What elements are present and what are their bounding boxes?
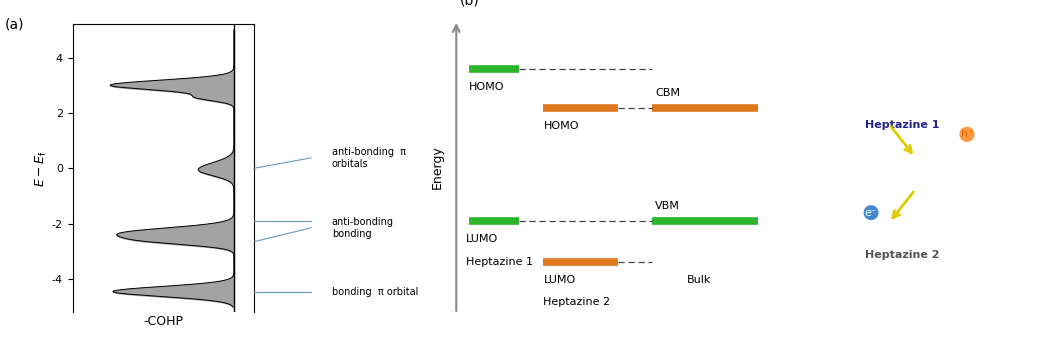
Text: e⁻: e⁻ [865, 208, 877, 218]
Text: Heptazine 1: Heptazine 1 [466, 257, 533, 267]
Text: h⁺: h⁺ [960, 129, 974, 139]
Text: bonding  π orbital: bonding π orbital [332, 287, 418, 297]
Text: Heptazine 2: Heptazine 2 [543, 297, 611, 307]
Text: LUMO: LUMO [466, 234, 498, 244]
Text: Heptazine 2: Heptazine 2 [865, 250, 940, 260]
Text: LUMO: LUMO [543, 274, 576, 285]
Text: HOMO: HOMO [543, 121, 579, 131]
Text: Energy: Energy [430, 145, 444, 189]
Text: (a): (a) [5, 17, 25, 31]
Text: Heptazine 1: Heptazine 1 [865, 120, 940, 129]
Text: anti-bonding  π
orbitals: anti-bonding π orbitals [332, 147, 405, 169]
Text: (b): (b) [459, 0, 479, 7]
Y-axis label: $E - E_{\rm f}$: $E - E_{\rm f}$ [34, 150, 49, 187]
Text: VBM: VBM [655, 201, 680, 211]
X-axis label: -COHP: -COHP [143, 315, 184, 328]
Text: anti-bonding
bonding: anti-bonding bonding [332, 217, 394, 239]
Text: Bulk: Bulk [686, 274, 711, 285]
Text: HOMO: HOMO [469, 82, 504, 92]
Text: CBM: CBM [655, 88, 680, 99]
